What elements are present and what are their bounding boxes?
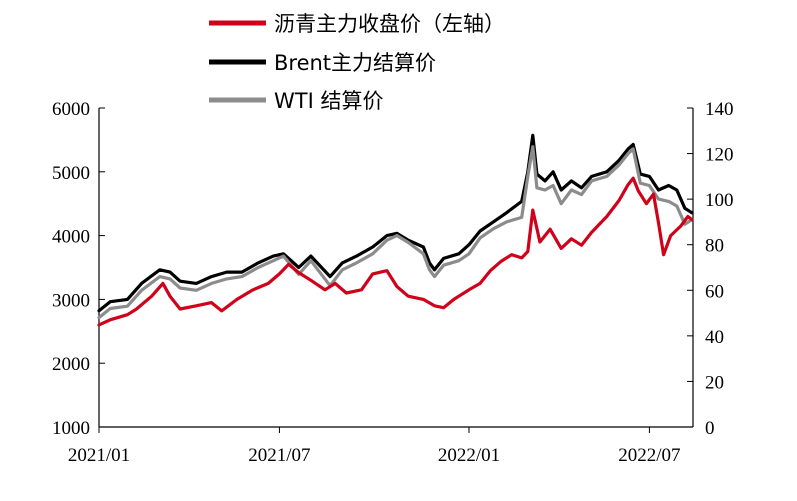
left-tick-label: 6000 — [52, 99, 90, 120]
x-tick-label: 2022/01 — [438, 445, 500, 466]
x-tick-label: 2021/07 — [248, 445, 310, 466]
right-tick-label: 140 — [705, 99, 734, 120]
left-tick-label: 3000 — [52, 290, 90, 311]
chart-legend: 沥青主力收盘价（左轴） Brent主力结算价 WTI 结算价 — [209, 12, 505, 113]
right-tick-label: 80 — [705, 236, 724, 257]
left-tick-label: 1000 — [52, 418, 90, 439]
x-tick-label: 2022/07 — [618, 445, 680, 466]
right-tick-label: 40 — [705, 327, 724, 348]
left-tick-label: 2000 — [52, 354, 90, 375]
left-tick-label: 4000 — [52, 227, 90, 248]
series-layer — [97, 133, 694, 327]
right-tick-label: 120 — [705, 145, 734, 166]
legend-label-2: WTI 结算价 — [274, 89, 383, 113]
chart-axes: 1000 2000 3000 4000 5000 6000 0 20 40 60 80 100 120 1… — [52, 99, 734, 466]
series-line-2 — [97, 145, 694, 320]
series-line-1 — [97, 133, 694, 313]
right-tick-label: 0 — [705, 418, 715, 439]
x-tick-label: 2021/01 — [68, 445, 130, 466]
right-tick-label: 100 — [705, 190, 734, 211]
legend-label-1: Brent主力结算价 — [274, 51, 436, 75]
series-line-0 — [97, 176, 694, 327]
legend-label-0: 沥青主力收盘价（左轴） — [274, 12, 505, 36]
left-tick-label: 5000 — [52, 163, 90, 184]
right-tick-label: 60 — [705, 281, 724, 302]
right-tick-label: 20 — [705, 372, 724, 393]
